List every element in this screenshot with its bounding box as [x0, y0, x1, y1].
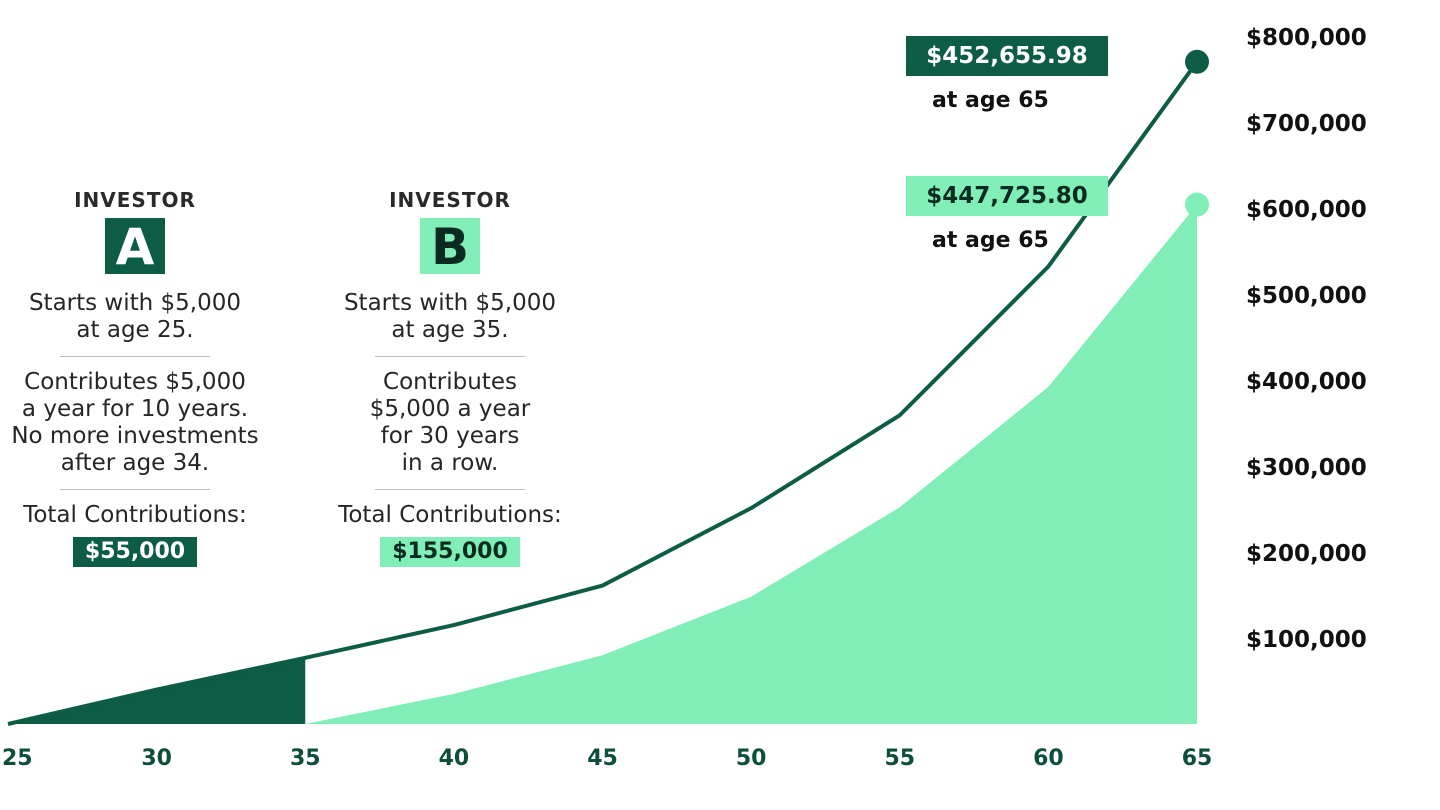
divider [375, 489, 525, 490]
x-tick-label: 30 [141, 746, 172, 771]
investor-b-heading: INVESTOR [389, 188, 511, 212]
investor-a-contrib-line: Contributes $5,000 [24, 369, 246, 395]
y-tick-label: $300,000 [1246, 455, 1367, 481]
y-tick-label: $200,000 [1246, 541, 1367, 567]
y-tick-label: $500,000 [1246, 283, 1367, 309]
x-tick-label: 45 [587, 746, 618, 771]
callout-b-value: $447,725.80 [906, 176, 1108, 216]
investor-b-contrib-line: $5,000 a year [369, 396, 531, 422]
investor-b-contributions: Contributes $5,000 a year for 30 years i… [315, 369, 585, 477]
callout-a-note: at age 65 [932, 88, 1049, 113]
investor-b-total-value: $155,000 [380, 537, 520, 567]
y-tick-label: $700,000 [1246, 111, 1367, 137]
investor-a-start-line: at age 25. [76, 317, 194, 343]
y-tick-label: $400,000 [1246, 369, 1367, 395]
y-tick-label: $600,000 [1246, 197, 1367, 223]
callout-b-note: at age 65 [932, 228, 1049, 253]
investor-a-heading: INVESTOR [74, 188, 196, 212]
divider [60, 356, 210, 357]
investor-b-total-label: Total Contributions: [338, 502, 562, 528]
callout-a-value: $452,655.98 [906, 36, 1108, 76]
investor-a-contributions: Contributes $5,000 a year for 10 years. … [0, 369, 270, 477]
y-tick-label: $800,000 [1246, 25, 1367, 51]
investor-a-total-label: Total Contributions: [23, 502, 247, 528]
x-axis-ticks: 25 30 35 40 45 50 55 60 65 [2, 746, 1212, 771]
investor-b-contrib-line: in a row. [401, 450, 499, 476]
investor-a-start: Starts with $5,000 at age 25. [0, 290, 270, 344]
y-tick-label: $100,000 [1246, 627, 1367, 653]
investor-b-contrib-line: for 30 years [380, 423, 520, 449]
series-b-area [305, 204, 1197, 724]
callout-a: $452,655.98 at age 65 [906, 36, 1108, 113]
series-b-end-point [1185, 192, 1209, 217]
series-a-line [7, 60, 1199, 726]
investor-a-total-value: $55,000 [72, 537, 198, 567]
investor-a-panel: INVESTOR A Starts with $5,000 at age 25.… [0, 188, 270, 567]
x-tick-label: 25 [2, 746, 33, 771]
investor-b-contrib-line: Contributes [383, 369, 517, 395]
y-axis-ticks: $100,000 $200,000 $300,000 $400,000 $500,000… [1246, 25, 1367, 653]
x-tick-label: 65 [1182, 746, 1213, 771]
investor-a-contrib-line: No more investments [11, 423, 259, 449]
divider [375, 356, 525, 357]
investor-a-start-line: Starts with $5,000 [28, 290, 242, 316]
investor-b-start-line: Starts with $5,000 [343, 290, 557, 316]
investor-a-badge: A [105, 218, 165, 276]
x-tick-label: 50 [736, 746, 767, 771]
investor-a-contrib-line: a year for 10 years. [21, 396, 249, 422]
x-tick-label: 40 [439, 746, 470, 771]
x-tick-label: 35 [290, 746, 321, 771]
investor-b-start-line: at age 35. [391, 317, 509, 343]
x-tick-label: 55 [884, 746, 915, 771]
investor-b-panel: INVESTOR B Starts with $5,000 at age 35.… [315, 188, 585, 567]
series-a-end-point [1185, 49, 1209, 74]
investor-b-badge: B [420, 218, 480, 276]
x-tick-label: 60 [1033, 746, 1064, 771]
divider [60, 489, 210, 490]
investor-a-contrib-line: after age 34. [60, 450, 210, 476]
chart-marks [7, 49, 1209, 726]
investor-b-start: Starts with $5,000 at age 35. [315, 290, 585, 344]
callout-b: $447,725.80 at age 65 [906, 176, 1108, 253]
